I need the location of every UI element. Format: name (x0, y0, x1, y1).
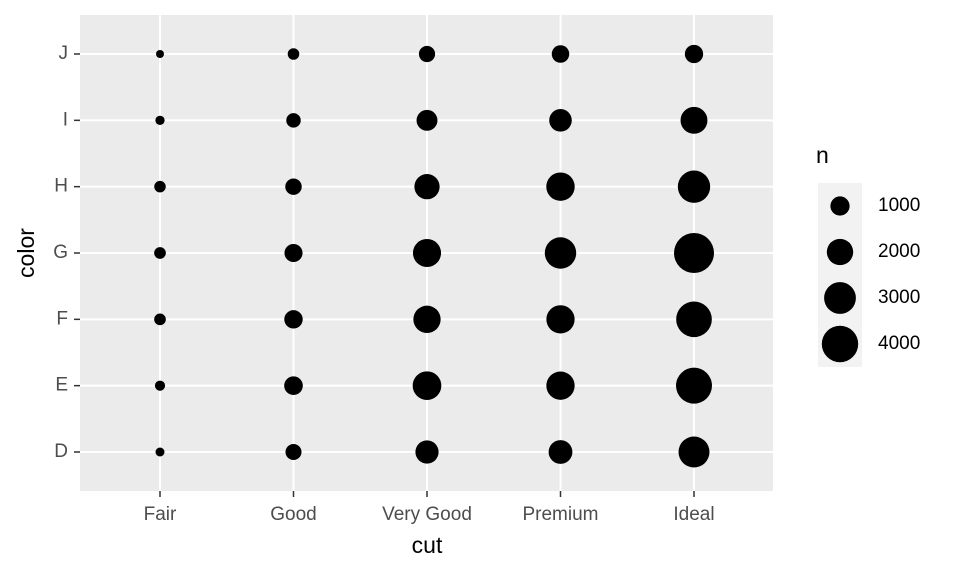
point (544, 237, 577, 269)
point (284, 243, 303, 263)
x-tick-label: Premium (522, 504, 598, 525)
point (154, 180, 166, 193)
point (418, 45, 436, 63)
point (414, 174, 440, 200)
point (154, 380, 166, 391)
y-tick-label: F (56, 308, 68, 329)
legend-label: 2000 (878, 241, 920, 262)
point (154, 247, 166, 259)
point (680, 106, 708, 134)
point (549, 109, 572, 132)
legend-label: 4000 (878, 333, 920, 354)
point (284, 310, 303, 329)
legend-label: 1000 (878, 195, 920, 216)
point (156, 50, 164, 58)
y-tick-label: H (54, 176, 68, 197)
point (285, 443, 302, 461)
legend-key (830, 196, 850, 216)
point (684, 44, 704, 64)
point (676, 301, 712, 338)
point (551, 45, 570, 63)
x-tick-label: Very Good (382, 504, 472, 525)
point (548, 440, 573, 464)
point (412, 238, 442, 268)
point (674, 233, 714, 273)
y-tick-label: J (59, 43, 69, 64)
y-tick-label: D (54, 441, 68, 462)
point (677, 170, 711, 203)
y-tick-label: I (63, 109, 68, 130)
point (154, 313, 166, 326)
point (412, 371, 442, 400)
y-tick-label: E (55, 375, 68, 396)
legend-key (826, 238, 854, 266)
point (155, 115, 165, 125)
x-tick-label: Fair (144, 504, 177, 525)
point (678, 436, 710, 468)
y-tick-label: G (53, 242, 68, 263)
point (285, 178, 302, 195)
legend-key (824, 282, 856, 314)
legend-title: n (816, 142, 829, 168)
x-tick-label: Ideal (673, 504, 714, 525)
point (415, 440, 439, 464)
legend-label: 3000 (878, 287, 920, 308)
point (546, 172, 575, 201)
y-axis-title: color (13, 228, 39, 278)
point (676, 367, 712, 404)
point (546, 371, 575, 400)
point (287, 48, 300, 60)
point (155, 447, 165, 457)
point (286, 113, 301, 128)
point (413, 305, 441, 333)
x-axis-title: cut (412, 532, 443, 558)
point (284, 376, 303, 395)
point (416, 109, 438, 131)
point (546, 305, 575, 334)
x-tick-label: Good (270, 504, 316, 525)
legend-key (821, 325, 859, 363)
